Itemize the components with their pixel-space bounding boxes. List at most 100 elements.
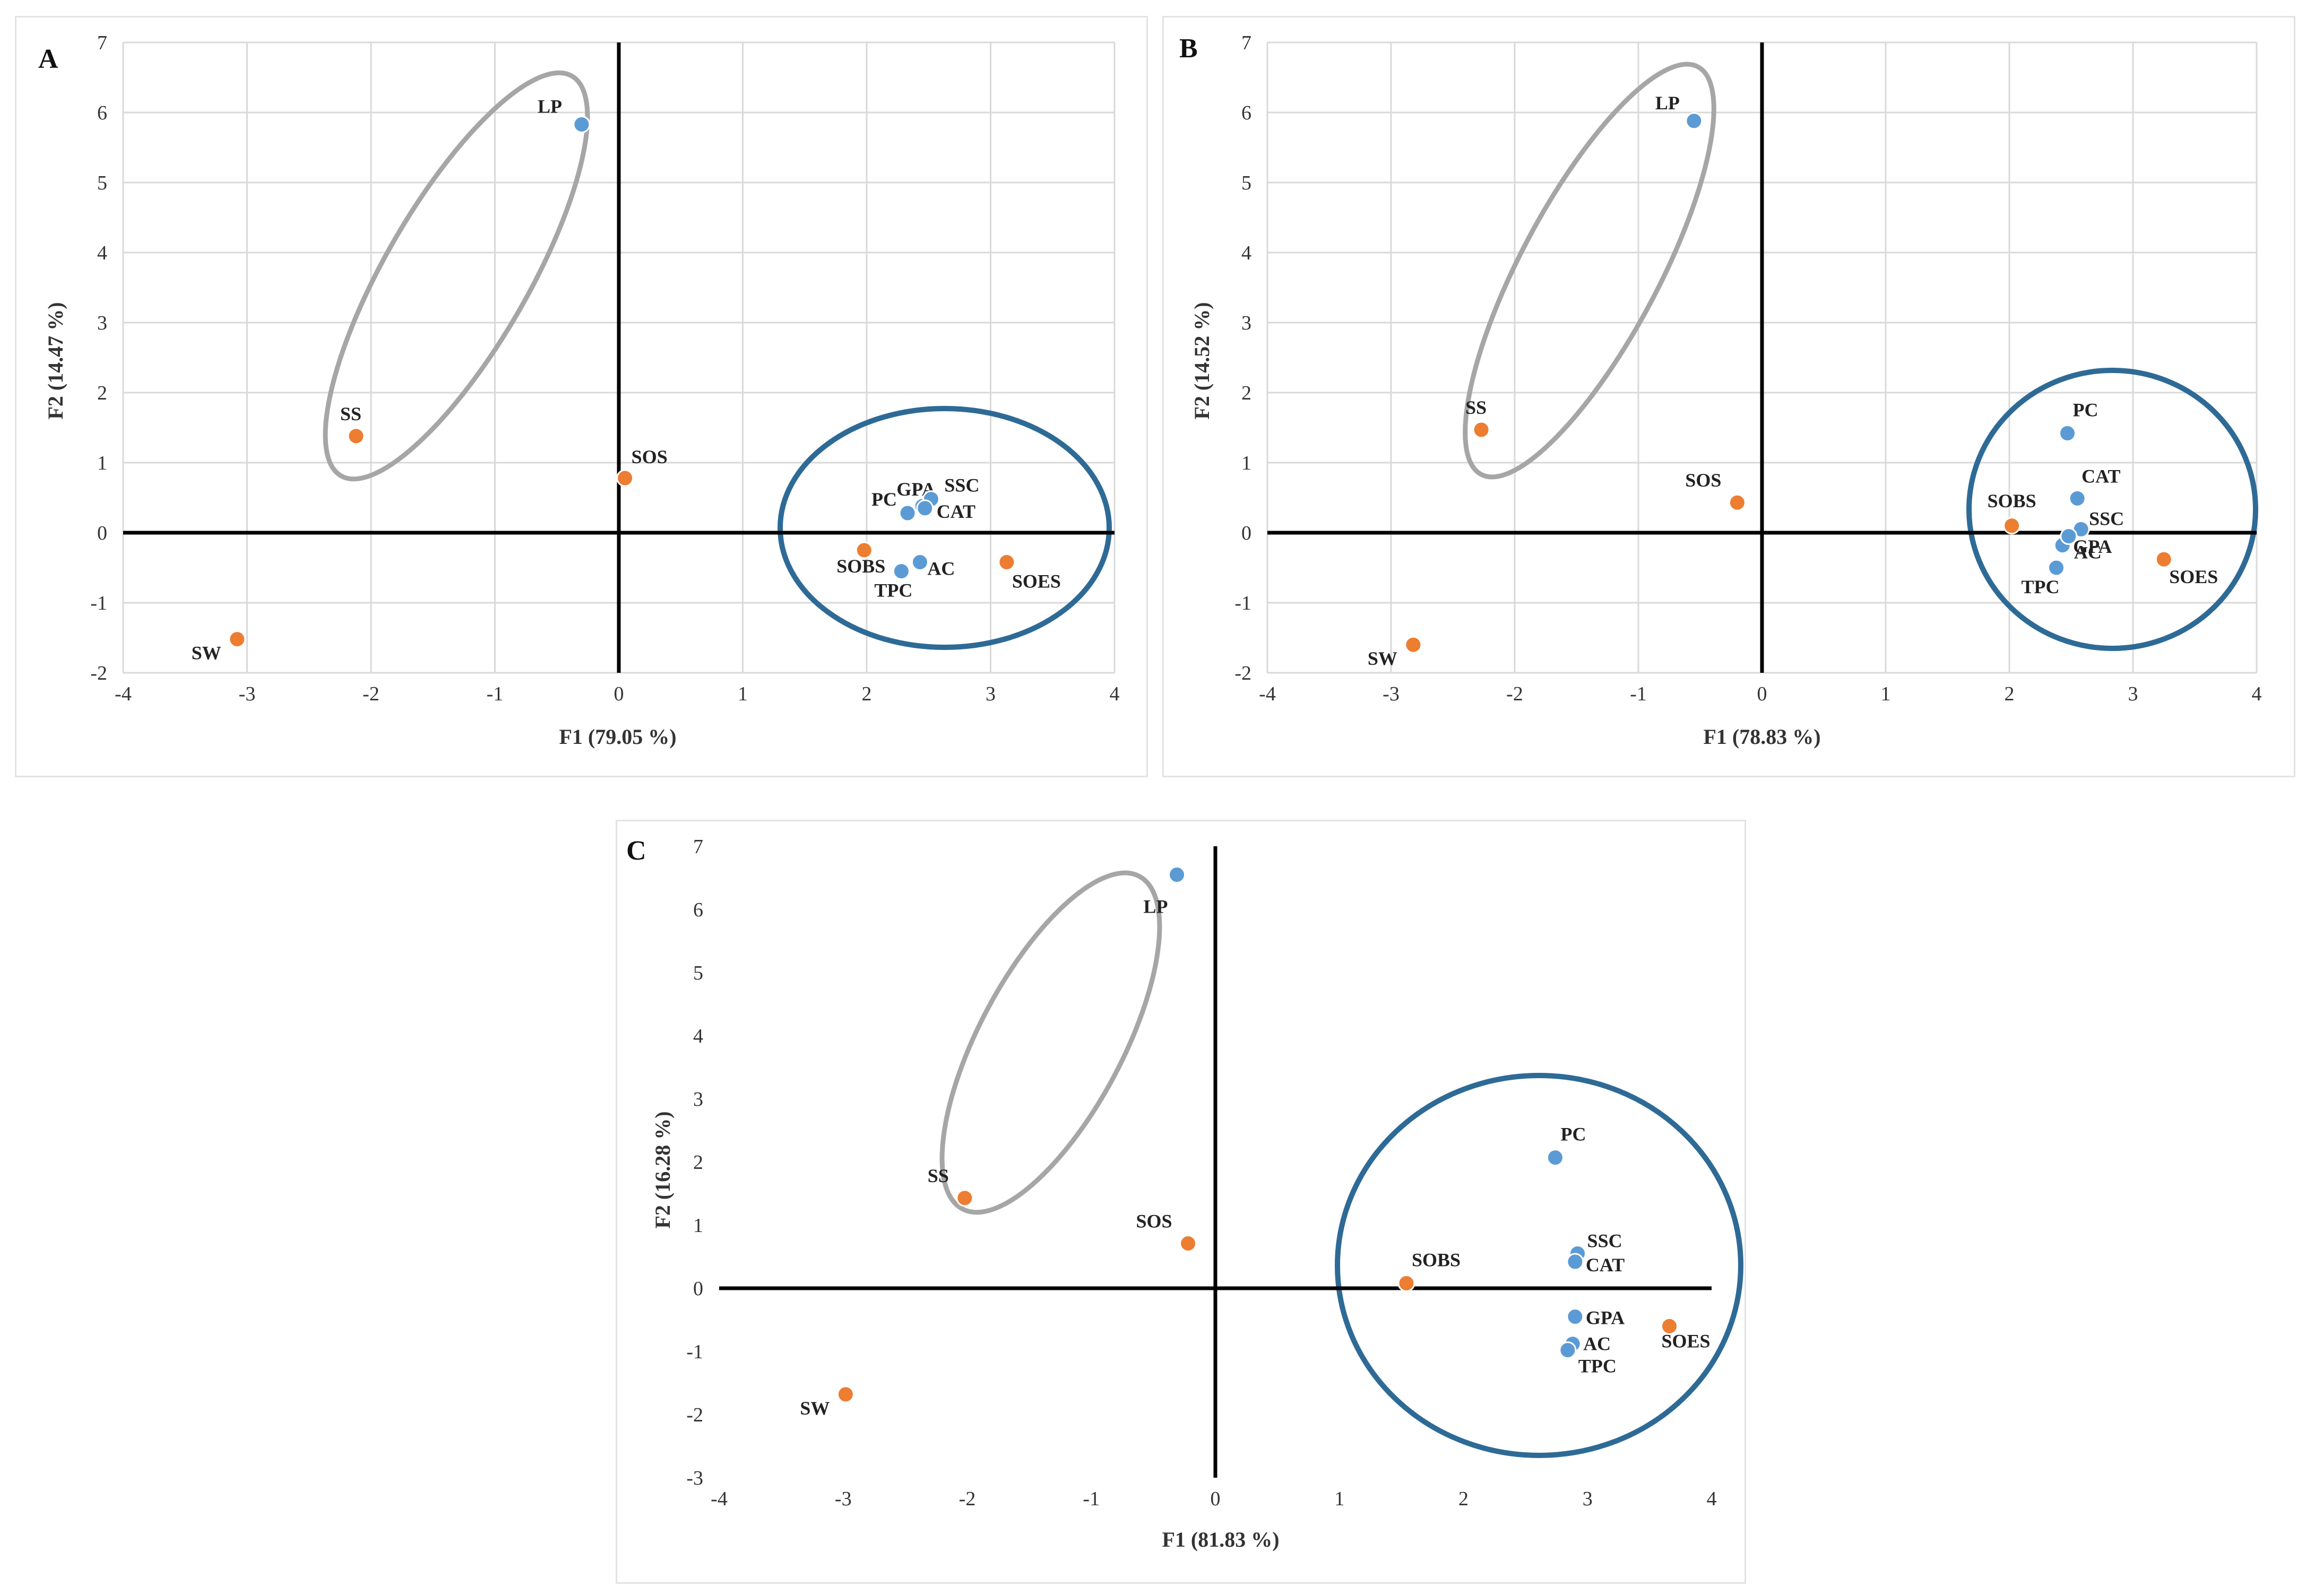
panel-b-x-tick-label: -1 bbox=[1630, 683, 1647, 705]
panel-a-y-tick-label: -1 bbox=[90, 592, 107, 614]
panel-a-y-axis-title: F2 (14.47 %) bbox=[44, 302, 67, 419]
panel-a-point-label-ac: AC bbox=[927, 558, 955, 579]
panel-a-point-label-sw: SW bbox=[192, 643, 221, 664]
panel-b-point-label-sw: SW bbox=[1368, 648, 1397, 669]
panel-a-point-label-tpc: TPC bbox=[874, 580, 912, 601]
panel-c-x-axis-title: F1 (81.83 %) bbox=[1162, 1528, 1279, 1551]
panel-c-point-sos bbox=[1179, 1235, 1197, 1253]
panel-b-label: B bbox=[1179, 33, 1198, 64]
panel-a-point-label-soes: SOES bbox=[1012, 570, 1061, 592]
panel-a-point-label-sobs: SOBS bbox=[836, 556, 885, 577]
panel-c-y-tick-label: -3 bbox=[686, 1467, 703, 1489]
panel-b-point-sos bbox=[1728, 493, 1746, 511]
panel-c-x-tick-label: 2 bbox=[1458, 1488, 1469, 1510]
panel-c-ellipses bbox=[939, 870, 1743, 1458]
panel-b-x-tick-label: -3 bbox=[1383, 683, 1400, 705]
panel-c-point-gpa bbox=[1566, 1308, 1584, 1326]
panel-b-y-tick-label: 0 bbox=[1241, 522, 1251, 544]
panel-b-y-tick-label: -1 bbox=[1234, 592, 1251, 614]
panel-c-x-tick-label: -2 bbox=[959, 1488, 976, 1510]
panel-c-point-sobs bbox=[1397, 1274, 1415, 1292]
panel-c-x-tick-label: 4 bbox=[1707, 1488, 1717, 1510]
panel-b-ellipses bbox=[1463, 62, 2258, 651]
panel-c-x-tick-label: -1 bbox=[1083, 1488, 1100, 1510]
panel-a-y-tick-label: 5 bbox=[97, 172, 107, 194]
panel-c-x-tick-label: 1 bbox=[1334, 1488, 1344, 1510]
panel-b-point-tpc bbox=[2048, 559, 2066, 577]
panel-a: -4 -3 -2 -1 0 1 2 3 4 -2 -1 0 1 2 3 4 5 6 7 SW SS SOS SOBS SOE… bbox=[38, 32, 1120, 749]
panel-c-point-label-ac: AC bbox=[1583, 1333, 1611, 1355]
panel-a-y-tick-label: 6 bbox=[97, 102, 107, 124]
panel-b-x-tick-label: -2 bbox=[1506, 683, 1523, 705]
panel-c-point-label-pc: PC bbox=[1560, 1124, 1586, 1145]
panel-a-tick-labels: -4 -3 -2 -1 0 1 2 3 4 -2 -1 0 1 2 3 4 5 6 7 bbox=[90, 32, 1119, 705]
panel-b-x-tick-label: -4 bbox=[1259, 683, 1276, 705]
panel-a-x-tick-label: -1 bbox=[487, 683, 504, 705]
panel-a-point-ac bbox=[911, 553, 929, 571]
panel-b-point-label-pc: PC bbox=[2073, 400, 2098, 421]
panel-c-axes bbox=[719, 846, 1712, 1478]
panel-c-point-lp bbox=[1168, 866, 1186, 884]
panel-a-point-label-cat: CAT bbox=[937, 501, 975, 522]
panel-a-point-ss bbox=[347, 427, 365, 445]
panel-a-blue-ellipse bbox=[778, 406, 1112, 650]
panel-c-y-axis-title: F2 (16.28 %) bbox=[651, 1111, 675, 1228]
panel-c-y-tick-label: 0 bbox=[693, 1278, 703, 1300]
panel-b-point-soes bbox=[2155, 550, 2173, 568]
panel-a-x-axis-title: F1 (79.05 %) bbox=[559, 725, 676, 749]
panel-b-point-label-ac: AC bbox=[2074, 542, 2102, 563]
panel-b-axes bbox=[1267, 42, 2257, 673]
panel-a-point-soes bbox=[998, 553, 1016, 571]
panel-a-x-tick-label: 2 bbox=[862, 683, 872, 705]
panel-b-y-tick-label: 2 bbox=[1241, 382, 1251, 404]
panel-a-y-tick-label: 3 bbox=[97, 312, 107, 334]
panel-a-point-tpc bbox=[892, 562, 910, 580]
panel-c-point-label-lp: LP bbox=[1144, 896, 1168, 917]
panel-b-y-tick-label: 3 bbox=[1241, 312, 1251, 334]
panel-a-point-cat bbox=[916, 499, 934, 517]
panel-c-tick-labels: -4 -3 -2 -1 0 1 2 3 4 -3 -2 -1 0 1 2 3 4 5 6 7 bbox=[686, 836, 1716, 1510]
panel-c-x-tick-label: 0 bbox=[1211, 1488, 1221, 1510]
panel-c-point-label-ssc: SSC bbox=[1587, 1230, 1622, 1252]
panel-a-x-tick-label: 4 bbox=[1110, 683, 1120, 705]
panel-c-label: C bbox=[626, 836, 646, 866]
panel-c-x-tick-label: -4 bbox=[711, 1488, 728, 1510]
panel-c-point-label-cat: CAT bbox=[1586, 1254, 1625, 1276]
panel-a-y-tick-label: -2 bbox=[90, 662, 107, 684]
panel-a-point-sos bbox=[616, 469, 634, 487]
panel-b-point-lp bbox=[1685, 112, 1703, 130]
panel-c-y-tick-label: -2 bbox=[686, 1404, 703, 1426]
panel-a-point-pc bbox=[899, 504, 917, 522]
panel-c-y-tick-label: 4 bbox=[693, 1025, 703, 1047]
panel-c-y-tick-label: 6 bbox=[693, 899, 703, 921]
panel-c-y-tick-label: 2 bbox=[693, 1151, 703, 1174]
panel-c-y-tick-label: 1 bbox=[693, 1215, 703, 1237]
panel-c-point-soes bbox=[1661, 1317, 1679, 1335]
panel-c-point-label-gpa: GPA bbox=[1586, 1307, 1625, 1329]
panel-b-point-sobs bbox=[2003, 517, 2021, 535]
panel-b-frame bbox=[1162, 16, 2295, 777]
panel-a-y-tick-label: 7 bbox=[97, 32, 107, 54]
panel-b-x-tick-label: 3 bbox=[2128, 683, 2138, 705]
panel-b-x-tick-label: 1 bbox=[1881, 683, 1891, 705]
panel-a-x-tick-label: -4 bbox=[115, 683, 132, 705]
panel-a-point-label-lp: LP bbox=[538, 96, 562, 117]
panel-b-point-sw bbox=[1404, 636, 1422, 654]
panel-b-point-label-sobs: SOBS bbox=[1988, 490, 2036, 511]
panel-b-point-pc bbox=[2059, 424, 2077, 443]
panel-c-point-cat bbox=[1566, 1253, 1584, 1271]
panel-a-x-tick-label: 0 bbox=[614, 683, 624, 705]
panel-b-point-label-tpc: TPC bbox=[2022, 576, 2060, 597]
panel-a-point-sw bbox=[228, 630, 246, 648]
panel-b-point-ac bbox=[2060, 527, 2078, 545]
panel-a-y-tick-label: 2 bbox=[97, 382, 107, 404]
panel-b-grey-ellipse bbox=[1463, 62, 1716, 480]
panel-b-x-tick-label: 2 bbox=[2005, 683, 2015, 705]
panel-a-point-sobs bbox=[855, 541, 873, 559]
panel-b-x-axis-title: F1 (78.83 %) bbox=[1703, 725, 1820, 749]
panel-b-y-tick-label: 1 bbox=[1241, 452, 1251, 474]
panel-b-y-tick-label: -2 bbox=[1234, 662, 1251, 684]
panel-a-point-label-ssc: SSC bbox=[944, 475, 979, 496]
